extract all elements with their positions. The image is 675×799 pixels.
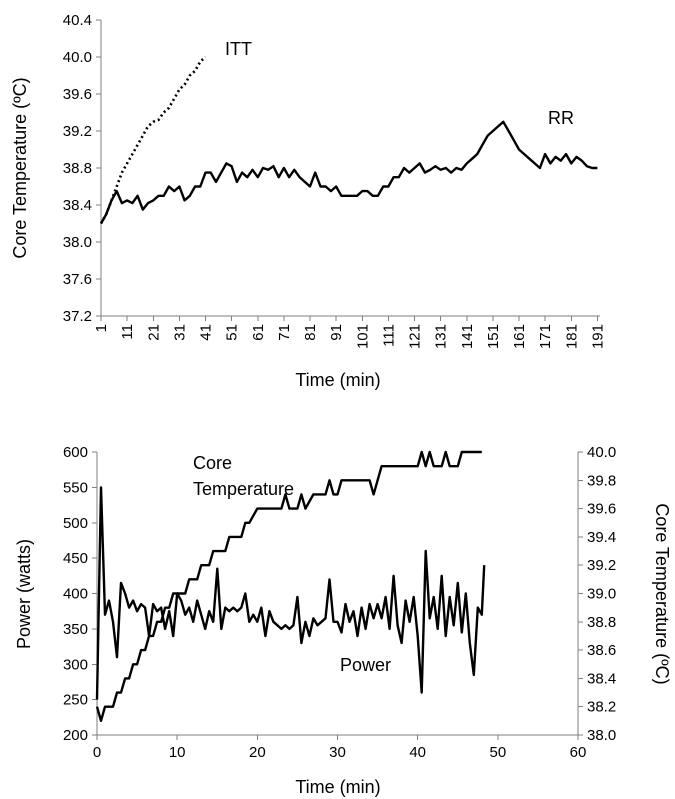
y-tick-label: 38.4 (63, 197, 92, 214)
left-y-axis-ticks: 200 250 300 350 400 450 500 550 600 (63, 444, 97, 744)
right-y-tick-label: 39.0 (587, 586, 616, 603)
x-tick-label: 31 (171, 324, 188, 341)
right-y-tick-label: 38.4 (587, 670, 616, 687)
left-y-tick-label: 500 (63, 515, 88, 532)
x-tick-label: 50 (489, 744, 506, 761)
left-y-tick-label: 250 (63, 692, 88, 709)
left-y-tick-label: 550 (63, 479, 88, 496)
left-y-tick-label: 450 (63, 550, 88, 567)
right-y-axis-title: Core Temperature (ºC) (652, 503, 672, 684)
y-tick-label: 37.2 (63, 308, 92, 325)
series-line-rr (99, 120, 598, 225)
x-tick-label: 0 (93, 744, 101, 761)
x-tick-label: 161 (511, 324, 528, 349)
left-y-tick-label: 600 (63, 444, 88, 461)
annotation-power: Power (340, 655, 391, 675)
x-tick-label: 151 (485, 324, 502, 349)
left-y-axis-title: Power (watts) (14, 539, 34, 649)
x-tick-label: 30 (329, 744, 346, 761)
left-y-tick-label: 400 (63, 586, 88, 603)
y-axis-ticks: 37.2 37.6 38.0 38.4 38.8 39.2 39.6 40.0 40.4 (63, 12, 101, 325)
x-tick-label: 111 (380, 324, 397, 347)
x-tick-label: 11 (119, 324, 136, 340)
right-y-tick-label: 39.6 (587, 501, 616, 518)
y-tick-label: 40.0 (63, 49, 92, 66)
y-tick-label: 38.0 (63, 234, 92, 251)
series-line-itt (99, 56, 207, 225)
y-tick-label: 38.8 (63, 160, 92, 177)
x-tick-label: 181 (563, 324, 580, 349)
x-axis-title: Time (min) (295, 370, 380, 390)
annotation-itt: ITT (225, 39, 252, 59)
series-line-core-temperature (95, 450, 482, 722)
x-tick-label: 141 (459, 324, 476, 349)
series-layer (99, 56, 598, 225)
left-y-tick-label: 200 (63, 727, 88, 744)
x-tick-label: 131 (433, 324, 450, 349)
y-tick-label: 40.4 (63, 12, 92, 29)
x-tick-label: 10 (169, 744, 186, 761)
x-tick-label: 71 (276, 324, 293, 341)
right-y-tick-label: 38.8 (587, 614, 616, 631)
annotation-rr: RR (548, 108, 574, 128)
y-tick-label: 39.6 (63, 86, 92, 103)
series-layer (95, 450, 486, 722)
annotation-temperature: Temperature (193, 479, 294, 499)
core-temperature-chart: 37.237.638.038.438.839.239.640.040.4 1 11… (10, 12, 606, 390)
x-tick-label: 21 (145, 324, 162, 341)
annotation-core: Core (193, 453, 232, 473)
x-axis-ticks: 1 11 21 31 41 51 61 71 81 91 101 111 121 131 141 151 161… (93, 316, 606, 349)
x-tick-label: 101 (354, 324, 371, 349)
y-tick-label: 39.2 (63, 123, 92, 140)
right-y-tick-label: 38.6 (587, 642, 616, 659)
right-y-tick-label: 38.2 (587, 699, 616, 716)
x-tick-label: 171 (537, 324, 554, 349)
x-tick-label: 20 (249, 744, 266, 761)
series-line-power (95, 486, 486, 700)
right-y-tick-label: 39.2 (587, 557, 616, 574)
x-tick-label: 40 (409, 744, 426, 761)
left-y-tick-label: 350 (63, 621, 88, 638)
x-tick-label: 121 (407, 324, 424, 349)
right-y-tick-label: 39.8 (587, 472, 616, 489)
x-tick-label: 51 (224, 324, 241, 341)
x-axis-title: Time (min) (295, 777, 380, 797)
right-y-tick-label: 40.0 (587, 444, 616, 461)
x-tick-label: 60 (570, 744, 587, 761)
x-axis-ticks: 0 10 20 30 40 50 60 (93, 735, 587, 761)
x-tick-label: 91 (328, 324, 345, 341)
right-y-tick-label: 38.0 (587, 727, 616, 744)
x-tick-label: 1 (93, 324, 110, 332)
x-tick-label: 81 (302, 324, 319, 341)
x-tick-label: 41 (198, 324, 215, 341)
right-y-axis-ticks: 38.0 38.2 38.4 38.6 38.8 39.0 39.2 39.4 39.6 39.8… (578, 444, 616, 744)
y-axis-title: Core Temperature (ºC) (10, 77, 30, 258)
x-tick-label: 191 (589, 324, 606, 349)
right-y-tick-label: 39.4 (587, 529, 616, 546)
left-y-tick-label: 300 (63, 656, 88, 673)
x-tick-label: 61 (250, 324, 267, 341)
y-tick-label: 37.6 (63, 271, 92, 288)
